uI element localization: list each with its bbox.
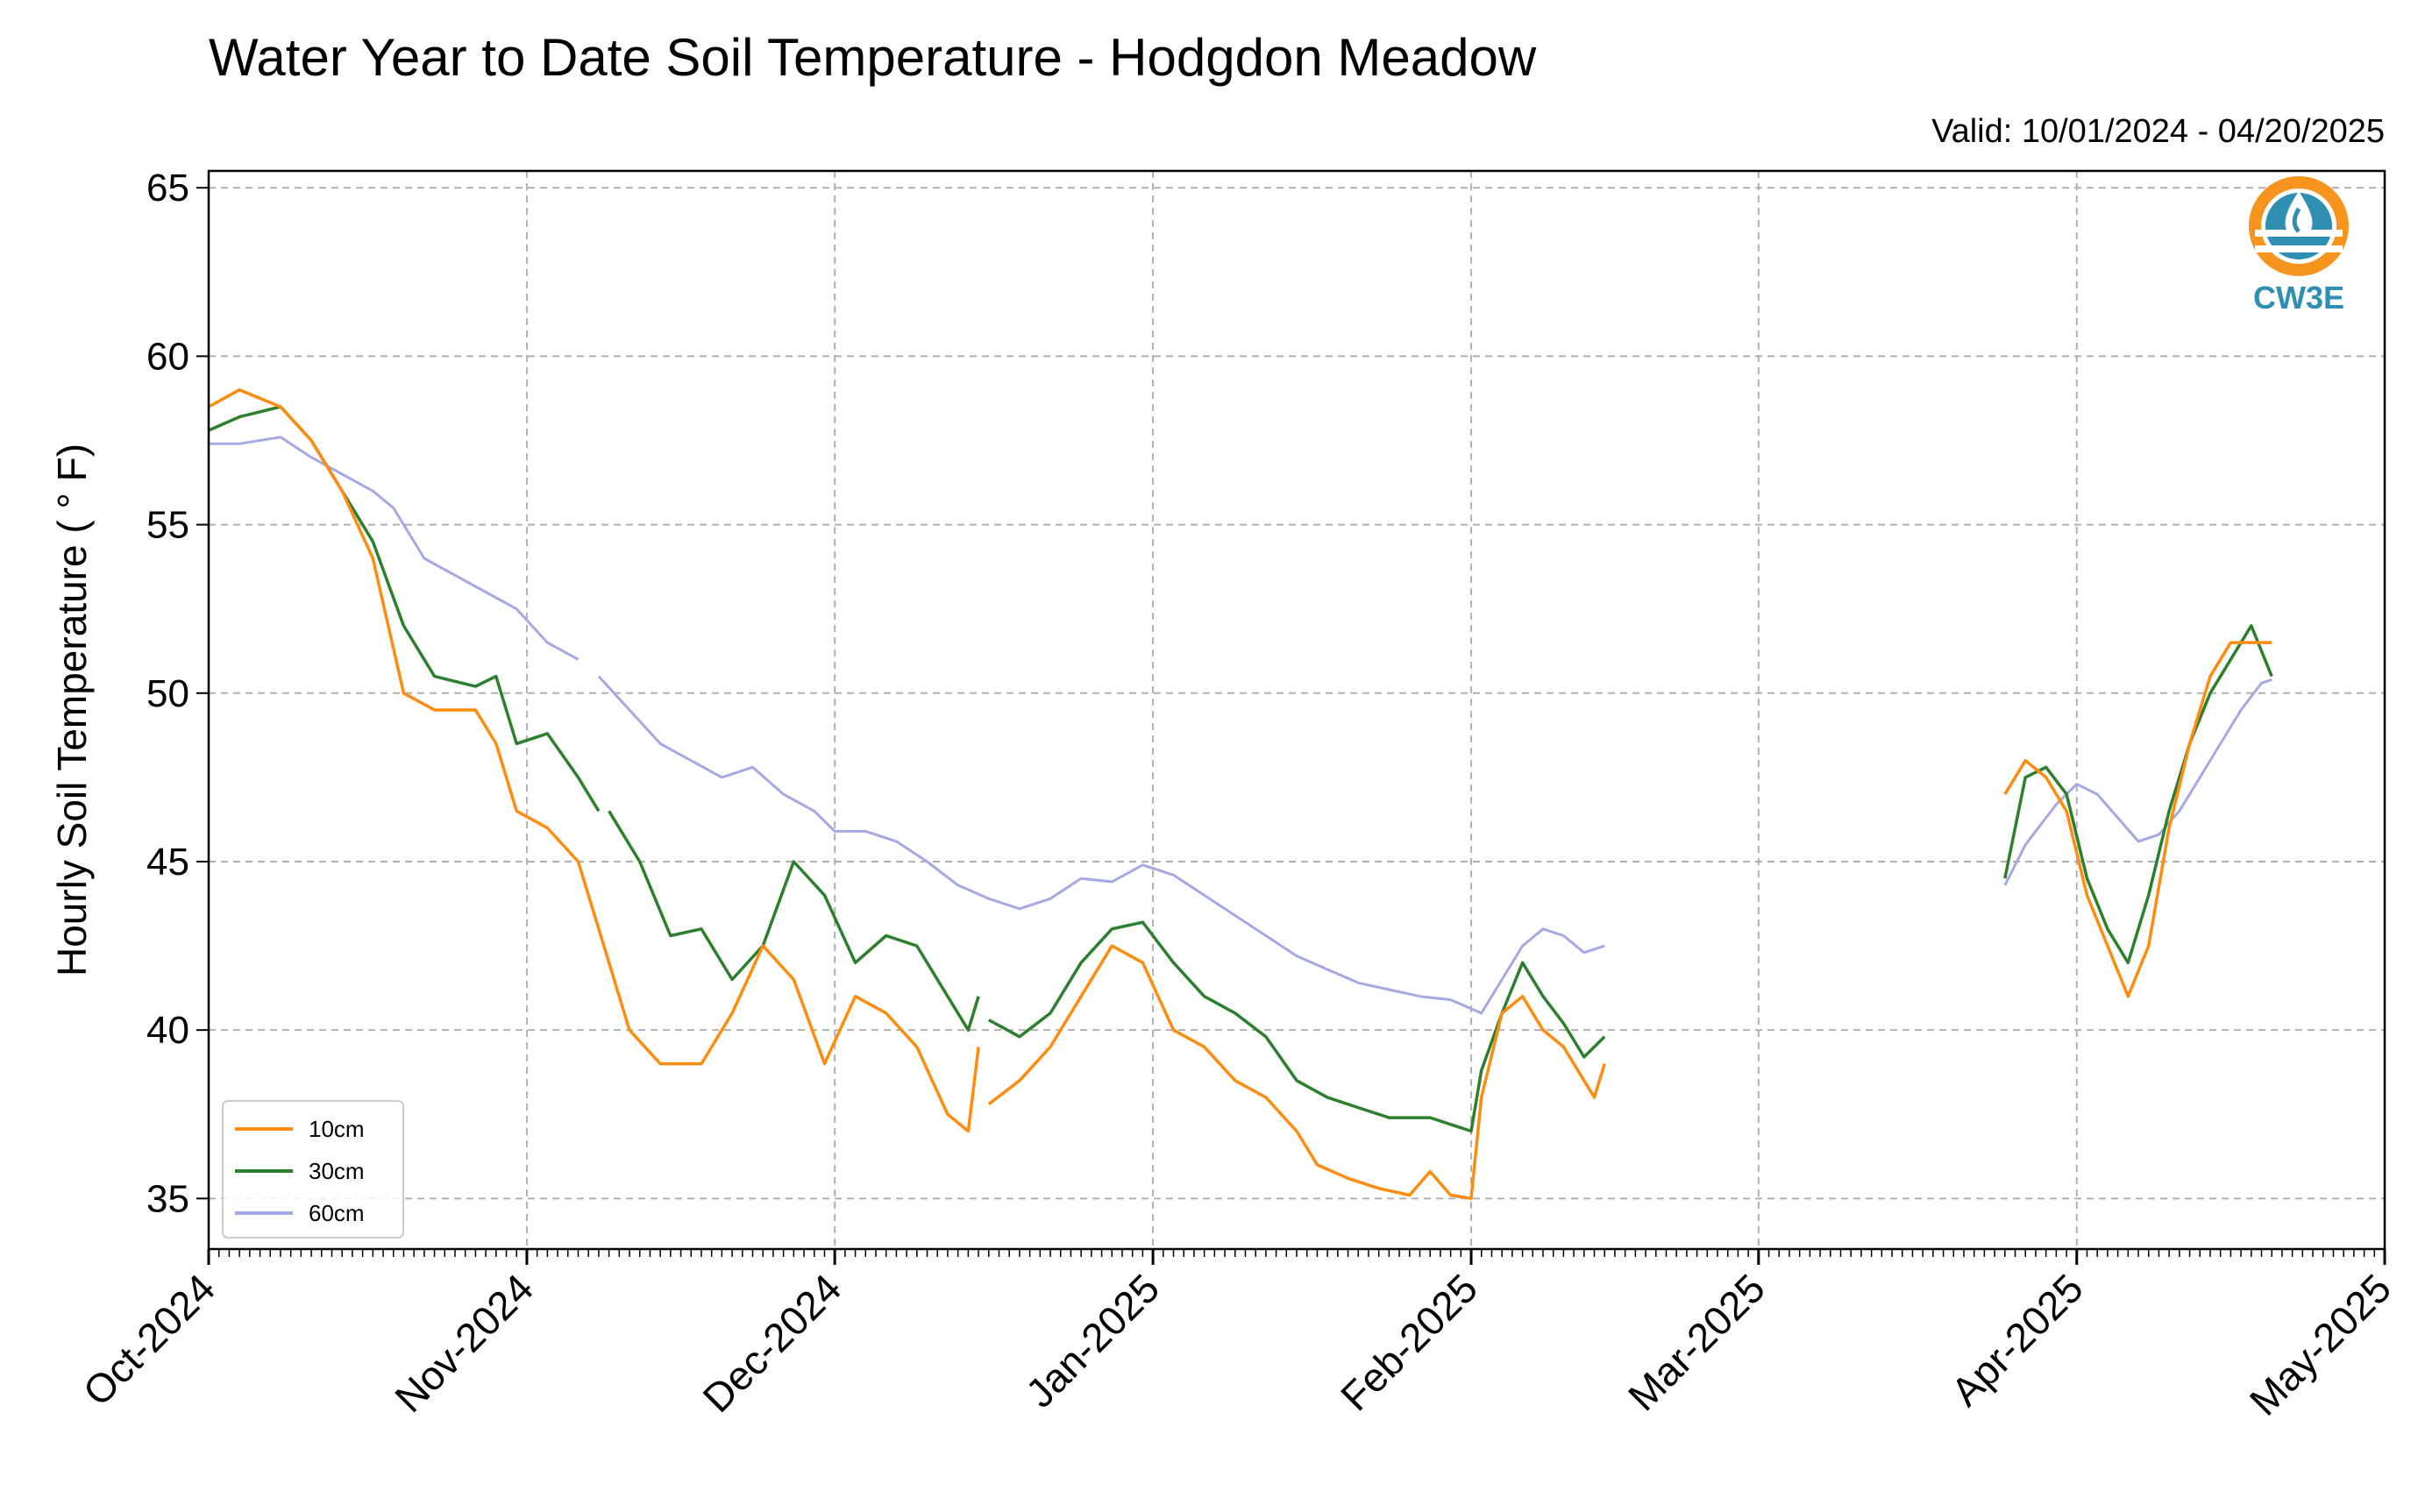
series-line-30cm: [987, 920, 1606, 1133]
legend: 10cm 30cm 60cm: [222, 1100, 404, 1239]
series-line-60cm: [597, 675, 1605, 1015]
x-tick-label: Oct-2024: [75, 1265, 224, 1415]
y-tick-label: 35: [146, 1177, 189, 1220]
series-line-30cm: [608, 810, 980, 1032]
y-axis-label: Hourly Soil Temperature ( ° F): [49, 444, 95, 976]
y-tick-label: 45: [146, 841, 189, 884]
x-tick-label: May-2025: [2241, 1265, 2400, 1423]
series-line-10cm: [2003, 641, 2272, 998]
plot-background: [209, 171, 2385, 1249]
legend-box: [222, 1100, 404, 1239]
x-tick-label: Dec-2024: [693, 1265, 850, 1421]
legend-label-10cm: 10cm: [309, 1116, 365, 1142]
y-tick-label: 40: [146, 1009, 189, 1052]
x-tick-label: Feb-2025: [1332, 1265, 1486, 1419]
cw3e-logo: CW3E: [2249, 176, 2349, 316]
series-line-60cm: [209, 436, 580, 661]
series-line-10cm: [208, 388, 980, 1133]
legend-label-30cm: 30cm: [309, 1158, 365, 1184]
data-lines: [208, 388, 2273, 1201]
y-tick-label: 50: [146, 672, 189, 715]
legend-label-60cm: 60cm: [309, 1200, 365, 1226]
x-tick-label: Apr-2025: [1942, 1265, 2092, 1415]
y-tick-label: 65: [146, 167, 189, 209]
valid-date-range: Valid: 10/01/2024 - 04/20/2025: [1931, 113, 2385, 150]
y-tick-label: 55: [146, 504, 189, 547]
water-drop-icon: [2285, 191, 2313, 237]
series-line-10cm: [987, 944, 1606, 1201]
chart-title: Water Year to Date Soil Temperature - Ho…: [209, 28, 1537, 87]
logo-text: CW3E: [2253, 280, 2344, 316]
series-line-30cm: [2003, 624, 2273, 965]
x-tick-label: Mar-2025: [1619, 1265, 1774, 1419]
y-tick-label: 60: [146, 335, 189, 378]
plot-frame: [207, 169, 2386, 1251]
x-tick-label: Nov-2024: [386, 1265, 542, 1421]
x-tick-label: Jan-2025: [1017, 1265, 1168, 1416]
